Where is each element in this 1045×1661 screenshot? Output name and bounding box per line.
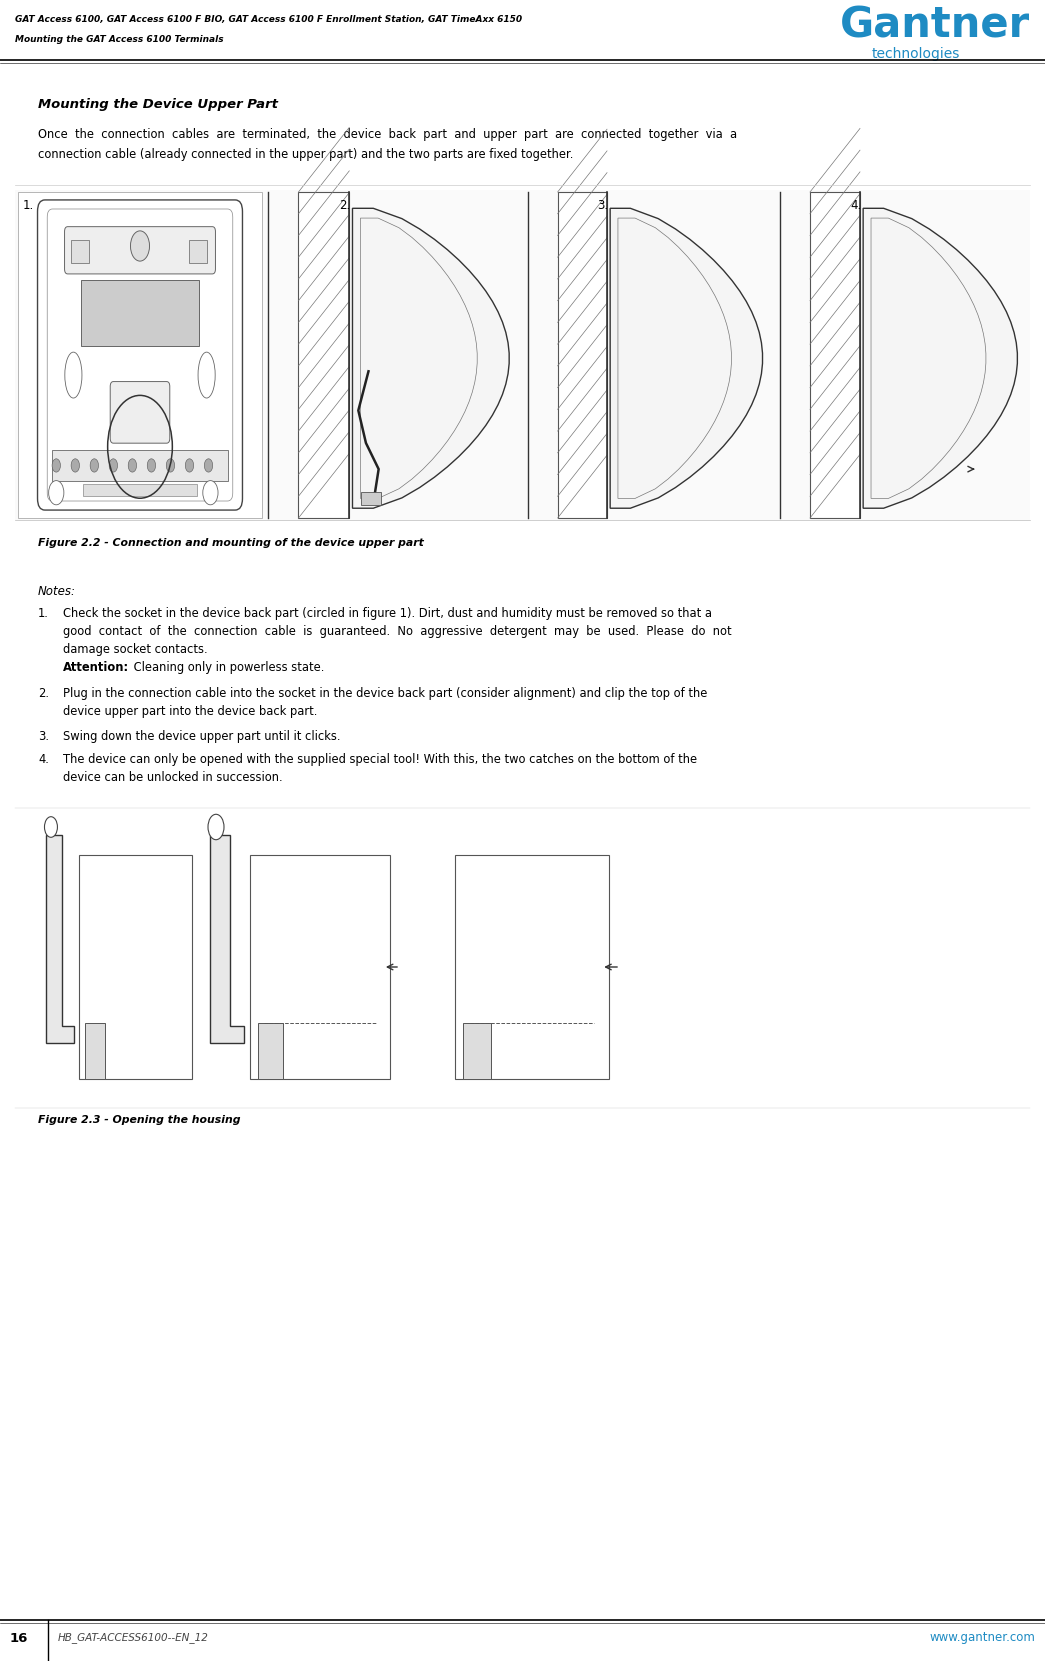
Circle shape xyxy=(203,480,218,505)
Text: 3.: 3. xyxy=(597,199,608,211)
Text: Swing down the device upper part until it clicks.: Swing down the device upper part until i… xyxy=(63,729,341,742)
Text: 2.: 2. xyxy=(340,199,350,211)
Circle shape xyxy=(129,458,137,472)
Bar xyxy=(558,193,607,518)
Ellipse shape xyxy=(199,352,215,399)
Text: Mounting the GAT Access 6100 Terminals: Mounting the GAT Access 6100 Terminals xyxy=(15,35,224,43)
Text: 3.: 3. xyxy=(38,729,49,742)
Text: HB_GAT-ACCESS6100--EN_12: HB_GAT-ACCESS6100--EN_12 xyxy=(59,1633,209,1643)
Bar xyxy=(361,492,381,505)
Bar xyxy=(299,193,349,518)
Text: Attention:: Attention: xyxy=(63,661,130,674)
Bar xyxy=(83,483,198,495)
Text: Notes:: Notes: xyxy=(38,585,76,598)
Circle shape xyxy=(90,458,98,472)
Bar xyxy=(810,193,860,518)
FancyBboxPatch shape xyxy=(65,226,215,274)
Bar xyxy=(455,855,609,1080)
Text: 1.: 1. xyxy=(22,199,33,211)
Bar xyxy=(15,189,1030,520)
FancyBboxPatch shape xyxy=(38,199,242,510)
Text: Cleaning only in powerless state.: Cleaning only in powerless state. xyxy=(130,661,324,674)
Bar xyxy=(78,855,192,1080)
Circle shape xyxy=(208,814,224,840)
Bar xyxy=(463,1023,491,1080)
Circle shape xyxy=(166,458,175,472)
Text: Figure 2.3 - Opening the housing: Figure 2.3 - Opening the housing xyxy=(38,1115,240,1124)
Text: Figure 2.2 - Connection and mounting of the device upper part: Figure 2.2 - Connection and mounting of … xyxy=(38,538,424,548)
Circle shape xyxy=(205,458,213,472)
Circle shape xyxy=(52,458,61,472)
Text: Once  the  connection  cables  are  terminated,  the  device  back  part  and  u: Once the connection cables are terminate… xyxy=(38,128,737,141)
Circle shape xyxy=(71,458,79,472)
Circle shape xyxy=(45,817,57,837)
Circle shape xyxy=(185,458,193,472)
Circle shape xyxy=(49,480,64,505)
Text: technologies: technologies xyxy=(872,47,960,61)
Circle shape xyxy=(109,458,117,472)
Polygon shape xyxy=(46,835,73,1043)
Bar xyxy=(85,1023,106,1080)
Text: damage socket contacts.: damage socket contacts. xyxy=(63,643,208,656)
Text: 4.: 4. xyxy=(850,199,861,211)
Text: Plug in the connection cable into the socket in the device back part (consider a: Plug in the connection cable into the so… xyxy=(63,688,707,699)
Polygon shape xyxy=(863,208,1018,508)
Text: connection cable (already connected in the upper part) and the two parts are fix: connection cable (already connected in t… xyxy=(38,148,574,161)
Bar xyxy=(18,193,262,518)
Text: GAT Access 6100, GAT Access 6100 F BIO, GAT Access 6100 F Enrollment Station, GA: GAT Access 6100, GAT Access 6100 F BIO, … xyxy=(15,15,522,23)
Bar xyxy=(257,1023,283,1080)
Text: device upper part into the device back part.: device upper part into the device back p… xyxy=(63,704,318,718)
Bar xyxy=(82,281,199,347)
Text: 16: 16 xyxy=(10,1631,28,1644)
Text: The device can only be opened with the supplied special tool! With this, the two: The device can only be opened with the s… xyxy=(63,752,697,766)
Bar xyxy=(189,241,207,262)
Text: Gantner: Gantner xyxy=(840,5,1030,47)
Ellipse shape xyxy=(65,352,82,399)
Bar xyxy=(250,855,390,1080)
Circle shape xyxy=(131,231,149,261)
Bar xyxy=(71,241,89,262)
Text: device can be unlocked in succession.: device can be unlocked in succession. xyxy=(63,771,282,784)
Text: 1.: 1. xyxy=(38,606,49,620)
Polygon shape xyxy=(610,208,763,508)
Text: Mounting the Device Upper Part: Mounting the Device Upper Part xyxy=(38,98,278,111)
FancyBboxPatch shape xyxy=(110,382,169,443)
Bar xyxy=(52,450,228,482)
Text: Check the socket in the device back part (circled in figure 1). Dirt, dust and h: Check the socket in the device back part… xyxy=(63,606,712,620)
Polygon shape xyxy=(352,208,509,508)
Text: 2.: 2. xyxy=(38,688,49,699)
Text: good  contact  of  the  connection  cable  is  guaranteed.  No  aggressive  dete: good contact of the connection cable is … xyxy=(63,625,732,638)
Text: 4.: 4. xyxy=(38,752,49,766)
Polygon shape xyxy=(210,835,243,1043)
Circle shape xyxy=(147,458,156,472)
Text: www.gantner.com: www.gantner.com xyxy=(929,1631,1035,1644)
